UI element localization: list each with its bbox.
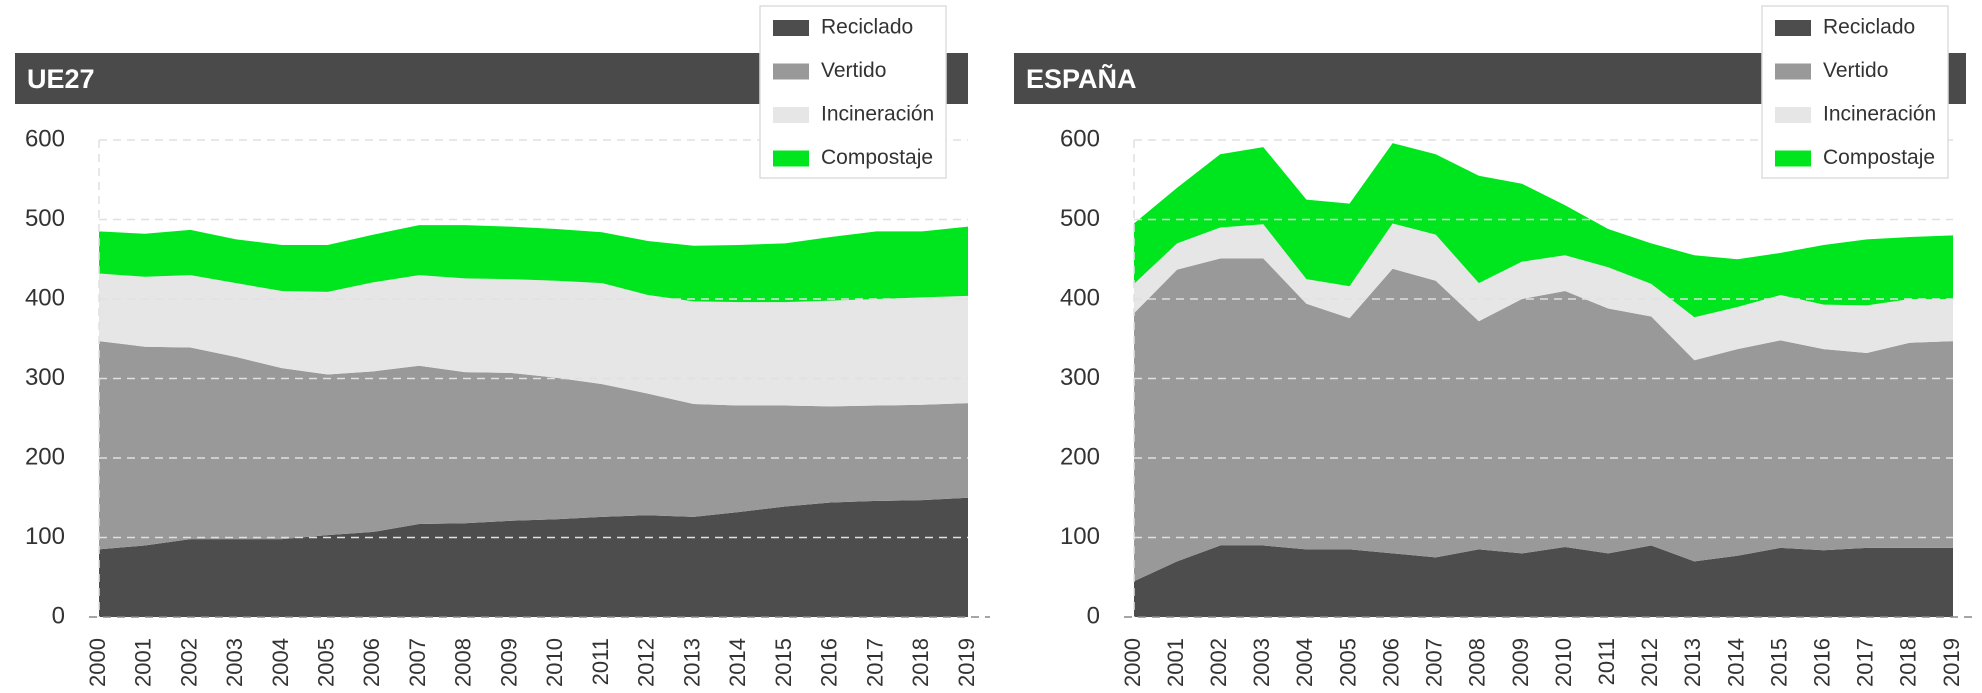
legend-swatch xyxy=(773,107,809,123)
legend-label: Compostaje xyxy=(1823,146,1935,169)
x-tick-label: 2005 xyxy=(313,638,338,687)
x-tick-label: 2015 xyxy=(1766,638,1791,687)
legend-label: Compostaje xyxy=(821,146,933,169)
x-tick-label: 2011 xyxy=(1594,638,1619,685)
panel-title: ESPAÑA xyxy=(1026,63,1137,94)
y-tick-label: 400 xyxy=(1060,284,1100,311)
y-tick-label: 500 xyxy=(1060,205,1100,232)
area xyxy=(99,273,968,407)
legend-label: Reciclado xyxy=(1823,16,1915,39)
x-tick-label: 2013 xyxy=(1680,638,1705,687)
legend-label: Incineración xyxy=(1823,103,1936,126)
area xyxy=(1134,258,1953,582)
legend-swatch xyxy=(1775,107,1811,123)
x-tick-label: 2018 xyxy=(1896,638,1921,687)
y-tick-label: 0 xyxy=(1087,602,1100,629)
x-tick-label: 2019 xyxy=(954,638,979,687)
x-tick-label: 2000 xyxy=(1120,638,1145,687)
x-tick-label: 2016 xyxy=(817,638,842,687)
legend-label: Reciclado xyxy=(821,16,913,39)
legend-label: Vertido xyxy=(1823,59,1888,82)
x-tick-label: 2007 xyxy=(1422,638,1447,687)
area xyxy=(99,225,968,303)
x-tick-label: 2001 xyxy=(1163,638,1188,687)
y-tick-label: 300 xyxy=(25,364,65,391)
x-tick-label: 2012 xyxy=(634,638,659,687)
x-tick-label: 2003 xyxy=(1249,638,1274,687)
x-tick-label: 2003 xyxy=(222,638,247,687)
area xyxy=(99,341,968,550)
legend-swatch xyxy=(1775,150,1811,167)
y-tick-label: 100 xyxy=(1060,523,1100,550)
y-tick-label: 500 xyxy=(25,205,65,232)
x-tick-label: 2019 xyxy=(1939,638,1964,687)
y-tick-label: 600 xyxy=(1060,125,1100,152)
x-tick-label: 2011 xyxy=(588,638,613,685)
x-tick-label: 2001 xyxy=(131,638,156,687)
x-tick-label: 2010 xyxy=(542,638,567,687)
area xyxy=(99,497,968,617)
y-tick-label: 200 xyxy=(25,443,65,470)
x-tick-label: 2002 xyxy=(1206,638,1231,687)
x-tick-label: 2006 xyxy=(359,638,384,687)
x-tick-label: 2017 xyxy=(862,638,887,687)
y-tick-label: 200 xyxy=(1060,443,1100,470)
x-tick-label: 2014 xyxy=(1723,638,1748,687)
panel-title: UE27 xyxy=(27,64,95,94)
x-tick-label: 2014 xyxy=(725,638,750,687)
y-tick-label: 0 xyxy=(52,602,65,629)
x-tick-label: 2002 xyxy=(176,638,201,687)
x-tick-label: 2012 xyxy=(1637,638,1662,687)
x-tick-label: 2013 xyxy=(679,638,704,687)
x-tick-label: 2000 xyxy=(85,638,110,687)
x-tick-label: 2016 xyxy=(1809,638,1834,687)
legend-swatch xyxy=(773,20,809,36)
x-tick-label: 2008 xyxy=(451,638,476,687)
area xyxy=(1134,143,1953,318)
legend-label: Incineración xyxy=(821,103,934,126)
legend-swatch xyxy=(1775,63,1811,80)
y-tick-label: 100 xyxy=(25,523,65,550)
x-tick-label: 2006 xyxy=(1378,638,1403,687)
x-tick-label: 2017 xyxy=(1853,638,1878,687)
legend-swatch xyxy=(773,150,809,167)
x-tick-label: 2010 xyxy=(1551,638,1576,687)
area xyxy=(1134,223,1953,361)
x-tick-label: 2005 xyxy=(1335,638,1360,687)
legend-label: Vertido xyxy=(821,59,886,82)
x-tick-label: 2004 xyxy=(1292,638,1317,687)
legend-swatch xyxy=(773,63,809,80)
x-tick-label: 2004 xyxy=(268,638,293,687)
x-tick-label: 2018 xyxy=(908,638,933,687)
y-tick-label: 400 xyxy=(25,284,65,311)
y-tick-label: 600 xyxy=(25,125,65,152)
area xyxy=(1134,545,1953,617)
legend-swatch xyxy=(1775,20,1811,36)
x-tick-label: 2008 xyxy=(1465,638,1490,687)
x-tick-label: 2007 xyxy=(405,638,430,687)
x-tick-label: 2009 xyxy=(496,638,521,687)
y-tick-label: 300 xyxy=(1060,364,1100,391)
x-tick-label: 2015 xyxy=(771,638,796,687)
x-tick-label: 2009 xyxy=(1508,638,1533,687)
